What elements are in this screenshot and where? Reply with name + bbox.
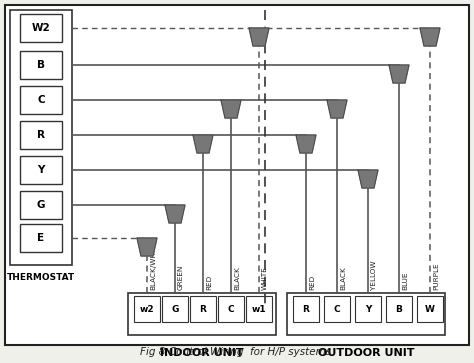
Bar [386,296,412,322]
Text: BLUE: BLUE [402,272,408,290]
Bar [417,296,443,322]
Bar [190,296,216,322]
Text: PURPLE: PURPLE [433,262,439,290]
Text: BLACK: BLACK [234,266,240,290]
Text: Y: Y [37,165,45,175]
Bar [128,293,276,335]
Text: WHITE: WHITE [262,266,268,290]
Polygon shape [221,100,241,118]
Bar [10,10,72,265]
Text: THERMOSTAT: THERMOSTAT [7,273,75,282]
Text: B: B [37,60,45,70]
Text: Fig 8:Control Wiring  for H/P systems.: Fig 8:Control Wiring for H/P systems. [140,347,334,357]
Bar [20,14,62,42]
Text: W: W [425,305,435,314]
Bar [246,296,272,322]
Polygon shape [296,135,316,153]
Text: Y: Y [365,305,371,314]
Text: C: C [334,305,340,314]
Polygon shape [249,28,269,46]
Text: RED: RED [309,275,315,290]
Bar [20,224,62,252]
Text: BLACK: BLACK [340,266,346,290]
Polygon shape [420,28,440,46]
Bar [20,86,62,114]
Polygon shape [193,135,213,153]
Bar [20,191,62,219]
Bar [355,296,381,322]
Bar [20,156,62,184]
Text: C: C [37,95,45,105]
Text: E: E [37,233,45,243]
Text: INDOOR UNIT: INDOOR UNIT [160,348,244,358]
Bar [293,296,319,322]
Bar [324,296,350,322]
Text: W2: W2 [32,23,50,33]
Polygon shape [165,205,185,223]
Text: R: R [200,305,207,314]
Text: B: B [396,305,402,314]
Text: G: G [37,200,45,210]
Text: RED: RED [206,275,212,290]
Bar [20,121,62,149]
Polygon shape [389,65,409,83]
Text: w2: w2 [140,305,155,314]
Bar [287,293,445,335]
Text: OUTDOOR UNIT: OUTDOOR UNIT [318,348,414,358]
Text: GREEN: GREEN [178,265,184,290]
Polygon shape [327,100,347,118]
Polygon shape [137,238,157,256]
Text: R: R [302,305,310,314]
Bar [134,296,160,322]
Text: C: C [228,305,234,314]
Text: G: G [171,305,179,314]
Text: YELLOW: YELLOW [371,261,377,290]
Text: BLACK/WHITE: BLACK/WHITE [150,240,156,290]
Polygon shape [358,170,378,188]
Text: R: R [37,130,45,140]
Bar [20,51,62,79]
Text: w1: w1 [252,305,266,314]
Bar [218,296,244,322]
Bar [162,296,188,322]
